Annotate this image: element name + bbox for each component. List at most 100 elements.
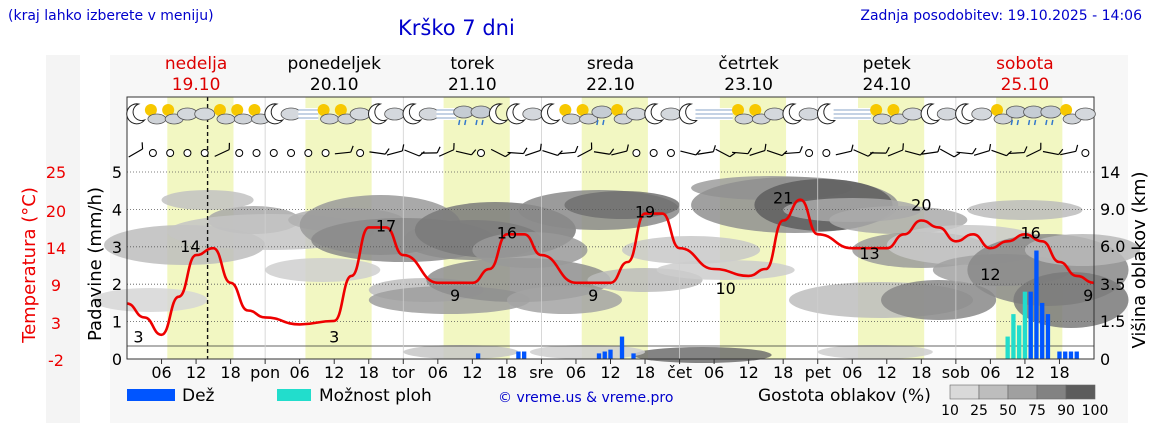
wind-barb	[921, 145, 941, 155]
raindrop-shape	[1016, 119, 1020, 126]
wind-barb-shaft	[887, 149, 904, 157]
sun-shape	[559, 104, 572, 116]
cloud-shape	[522, 107, 544, 121]
cloud-icon	[971, 107, 993, 121]
x-tick-label: 12	[324, 363, 344, 382]
wind-barb-flag	[539, 143, 542, 151]
sun-shape	[576, 104, 589, 116]
temperature-data-label: 16	[1021, 223, 1041, 242]
x-tick-label: 18	[911, 363, 931, 382]
wind-barb-flag	[919, 149, 926, 156]
cloud-shape	[470, 105, 492, 119]
sun-shape	[144, 104, 157, 116]
wind-barb-shaft	[715, 148, 731, 158]
temperature-tick-label: 14	[46, 239, 66, 258]
cloud-density-tick: 25	[970, 403, 988, 419]
wind-barb	[404, 149, 425, 157]
cloud-shape	[626, 107, 647, 121]
rain-bar	[596, 353, 602, 359]
cloud-icon	[660, 107, 682, 121]
fog-shape	[695, 108, 716, 120]
wind-barb-flag	[747, 147, 753, 155]
cloud-shape	[872, 113, 892, 125]
wind-barb-flag	[799, 146, 803, 153]
moon-shape	[920, 103, 941, 125]
wind-barb-flag	[764, 143, 767, 151]
x-tick-label: 06	[842, 363, 862, 382]
rain-icon	[1040, 105, 1062, 126]
day-name: sreda	[587, 54, 634, 74]
temperature-data-label: 13	[859, 244, 879, 263]
wind-barb-flag	[384, 148, 390, 155]
wind-barb	[731, 147, 753, 155]
moon-shape	[402, 103, 423, 125]
temperature-data-label: 16	[497, 223, 517, 242]
cloud-density-patch	[265, 258, 381, 282]
wind-calm-marker	[235, 149, 244, 157]
wind-barb-shaft	[611, 150, 628, 156]
raindrop-shape	[1033, 119, 1037, 126]
cloud-shape	[147, 113, 167, 125]
cloud-density-tick: 50	[999, 403, 1017, 419]
wind-barb-shaft	[1042, 150, 1059, 156]
cloud-density-tick: 75	[1028, 403, 1046, 419]
wind-barb	[369, 148, 390, 155]
wind-barb-shaft	[766, 149, 783, 157]
wind-barb-shaft	[783, 151, 800, 155]
wind-barb-flag	[626, 144, 629, 152]
cloud-density-patch	[506, 286, 623, 314]
rain-bar	[1063, 351, 1068, 359]
moon-shape	[678, 103, 699, 125]
sun-shape	[317, 104, 330, 116]
wind-barb-flag	[729, 152, 736, 158]
x-tick-label: 06	[704, 363, 724, 382]
raindrop-shape	[1010, 119, 1014, 126]
wind-barb	[715, 148, 736, 158]
wind-barb	[593, 148, 615, 155]
wind-barb-flag	[902, 143, 904, 151]
wind-calm-marker	[200, 149, 209, 157]
temperature-data-label: 14	[180, 237, 200, 256]
cloud-density-patch	[529, 345, 646, 359]
cloud-density-swatch	[1065, 384, 1096, 400]
wind-barb	[835, 144, 854, 156]
cloud-shape	[579, 113, 598, 125]
x-tick-label: sob	[942, 363, 970, 382]
wind-barb-shaft	[853, 149, 869, 157]
raindrop-shape	[463, 119, 467, 126]
sun-shape	[749, 104, 762, 116]
cloud-icon	[194, 107, 216, 121]
wind-barb	[507, 147, 528, 155]
fog-shape	[436, 108, 457, 120]
showers-legend-swatch	[277, 389, 311, 401]
wind-calm-marker	[252, 149, 261, 157]
wind-barb-flag	[471, 149, 477, 156]
wind-barb	[956, 147, 977, 155]
raindrop-shape	[1045, 119, 1048, 126]
temperature-tick-label: 25	[46, 163, 66, 182]
sun-shape	[248, 104, 261, 116]
wind-calm-marker	[148, 149, 157, 157]
temperature-tick-label: -2	[48, 351, 64, 370]
cloud-density-patch	[633, 347, 772, 363]
fog-shape	[712, 108, 733, 120]
rain-bar	[516, 351, 521, 359]
cloud-density-patch	[881, 280, 997, 320]
cloud-sun-icon	[576, 104, 598, 125]
day-name: petek	[863, 54, 911, 74]
wind-calm-marker	[666, 149, 675, 157]
cloud-shape	[798, 107, 820, 121]
cloud-shape	[660, 107, 682, 121]
wind-barb-shaft	[973, 150, 990, 156]
wind-barb-shaft	[559, 151, 576, 155]
wind-barb-flag	[141, 142, 144, 150]
day-name: torek	[450, 54, 494, 74]
wind-barb	[1026, 142, 1042, 158]
temperature-tick-label: 20	[46, 202, 66, 221]
raindrop-shape	[457, 119, 461, 126]
cloud-sun-icon	[213, 104, 236, 125]
wind-barb	[939, 148, 961, 158]
wind-barb	[559, 145, 579, 155]
cloud-shape	[993, 113, 1013, 125]
cloud-height-tick-label: 0	[1100, 350, 1110, 369]
